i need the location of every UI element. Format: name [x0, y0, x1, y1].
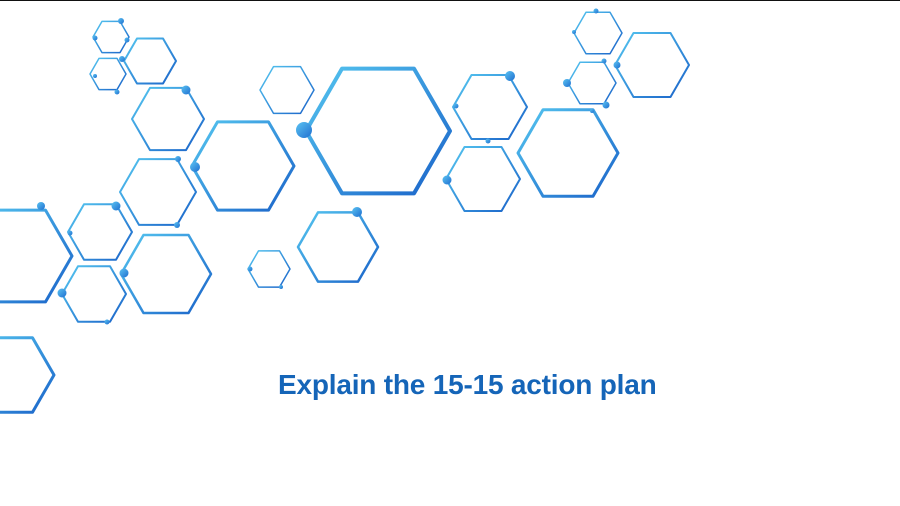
connector-dot — [613, 61, 621, 69]
connector-dot — [124, 37, 130, 43]
hexagon-outline — [567, 61, 617, 105]
connector-dot — [181, 85, 191, 95]
connector-dot — [174, 222, 180, 228]
hexagon-outline — [123, 37, 177, 85]
connector-dot — [118, 18, 124, 24]
connector-dot — [67, 230, 73, 236]
connector-dot — [593, 8, 599, 14]
connector-dot — [119, 268, 129, 278]
connector-dot — [104, 319, 110, 325]
connector-dot — [296, 122, 312, 138]
connector-dot — [279, 285, 283, 289]
connector-dot — [442, 175, 452, 185]
hexagon-outline — [190, 120, 296, 212]
connector-dot — [505, 71, 515, 81]
connector-dot — [352, 207, 362, 217]
connector-dot — [119, 56, 125, 62]
connector-dot — [485, 138, 491, 144]
hexagon-outline — [61, 265, 127, 323]
connector-dot — [602, 101, 610, 109]
hexagon-outline — [247, 250, 291, 288]
hexagon-outline — [296, 211, 380, 283]
connector-dot — [93, 74, 97, 78]
hexagon-outline — [67, 203, 133, 261]
hexagon-outline — [516, 108, 620, 198]
hexagon-outline — [131, 86, 205, 152]
hexagon-outlines — [0, 11, 690, 414]
connector-dot — [92, 35, 98, 41]
connector-dots — [37, 8, 621, 325]
connector-dot — [247, 266, 253, 272]
hexagon-outline — [0, 336, 56, 414]
connector-dot — [601, 58, 607, 64]
hexagon-outline — [452, 73, 528, 141]
hexagon-outline — [119, 158, 197, 226]
connector-dot — [57, 288, 67, 298]
connector-dot — [563, 79, 571, 87]
hexagon-outline — [119, 233, 213, 315]
connector-dot — [453, 103, 459, 109]
connector-dot — [111, 201, 121, 211]
hexagon-outline — [89, 57, 127, 91]
connector-dot — [190, 162, 200, 172]
hexagon-outline — [445, 145, 521, 213]
hexagon-outline — [573, 11, 623, 55]
connector-dot — [590, 109, 594, 113]
hexagon-outline — [304, 66, 452, 196]
hexagon-outline — [614, 31, 690, 99]
slide-title: Explain the 15-15 action plan — [278, 369, 657, 400]
hexagon-outline — [259, 65, 315, 115]
hexagon-outline — [92, 20, 130, 54]
connector-dot — [175, 156, 181, 162]
connector-dot — [37, 202, 45, 210]
connector-dot — [114, 89, 120, 95]
hexagon-outline — [0, 208, 74, 304]
connector-dot — [572, 30, 576, 34]
